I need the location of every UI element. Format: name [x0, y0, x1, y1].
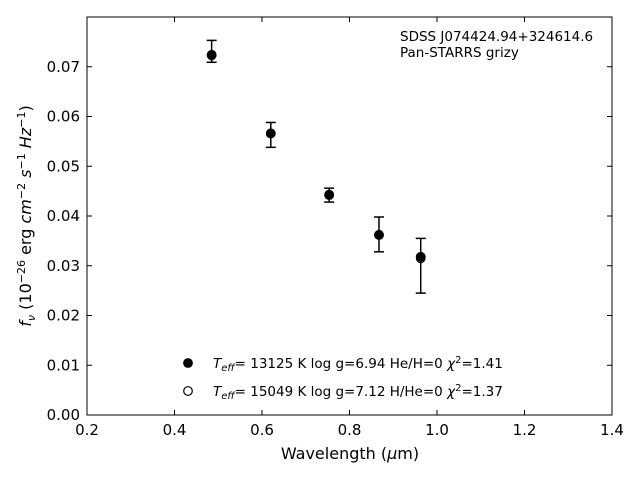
axis-ticks: 0.2 0.4 0.6 0.8 1.0 1.2 1.4 0.00 0.01 0.02 0.03 0.0… — [47, 17, 624, 439]
error-bars — [206, 39, 426, 294]
x-tick-label: 1.0 — [425, 421, 449, 439]
x-tick-label: 0.2 — [75, 421, 99, 439]
x-tick-label: 1.2 — [513, 421, 537, 439]
model-point-open — [324, 190, 335, 201]
model-point-open — [374, 230, 384, 240]
legend-marker-open — [183, 386, 193, 396]
y-tick-label: 0.03 — [47, 257, 80, 275]
model-point-open — [206, 49, 217, 60]
plot-frame — [86, 16, 613, 416]
y-tick-label: 0.06 — [47, 108, 80, 126]
y-tick-label: 0.02 — [47, 307, 80, 325]
y-tick-label: 0.04 — [47, 207, 80, 225]
y-tick-label: 0.01 — [47, 356, 80, 374]
annotation-line-1: SDSS J074424.94+324614.6 — [400, 29, 593, 45]
legend-entry: Teff= 13125 K log g=6.94 He/H=0 χ2=1.41 — [213, 355, 503, 374]
legend: Teff= 13125 K log g=6.94 He/H=0 χ2=1.41 T… — [183, 355, 503, 402]
y-tick-label: 0.07 — [47, 58, 80, 76]
x-tick-label: 0.6 — [250, 421, 274, 439]
y-tick-label: 0.00 — [47, 406, 80, 424]
data-points — [206, 49, 426, 264]
y-tick-label: 0.05 — [47, 157, 80, 175]
x-tick-label: 0.8 — [338, 421, 362, 439]
x-axis-label: Wavelength (μm) — [281, 444, 419, 463]
model-point-open — [415, 253, 426, 264]
legend-entry: Teff= 15049 K log g=7.12 H/He=0 χ2=1.37 — [213, 383, 503, 402]
annotation-line-2: Pan-STARRS grizy — [400, 45, 519, 61]
x-tick-label: 0.4 — [163, 421, 187, 439]
model-point-open — [265, 128, 276, 139]
y-axis-label: fν (10−26 erg cm−2 s−1 Hz−1) — [15, 105, 38, 326]
x-tick-label: 1.4 — [600, 421, 624, 439]
legend-marker-filled — [183, 358, 193, 368]
